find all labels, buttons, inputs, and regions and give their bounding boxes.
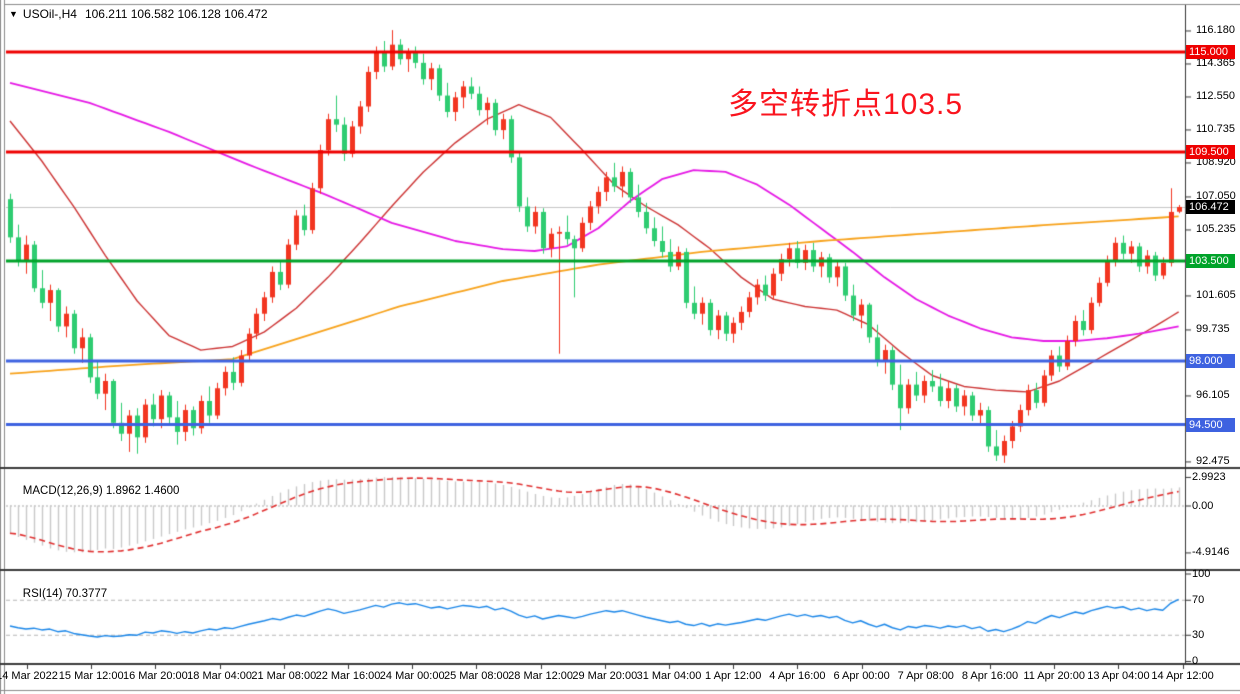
date-label: 31 Mar 04:00 — [636, 670, 702, 682]
macd-values: 1.8962 1.4600 — [105, 485, 180, 497]
price-tick-label: 116.180 — [1196, 24, 1235, 37]
date-label: 16 Mar 20:00 — [122, 670, 188, 682]
chart-title-bar: ▼ USOil-,H4 106.211 106.582 106.128 106.… — [9, 7, 268, 21]
price-tick-label: 108.920 — [1196, 156, 1236, 169]
rsi-tick-label: 70 — [1192, 593, 1205, 606]
price-tick-label: 96.105 — [1196, 389, 1230, 402]
rsi-tick-label: 100 — [1192, 567, 1211, 580]
price-tick-label: 107.050 — [1196, 190, 1236, 203]
date-label: 28 Mar 12:00 — [508, 670, 574, 682]
rsi-value: 70.3777 — [65, 588, 108, 600]
date-label: 8 Apr 16:00 — [961, 670, 1019, 682]
date-label: 13 Apr 04:00 — [1087, 670, 1150, 682]
date-label: 6 Apr 00:00 — [833, 670, 890, 682]
price-tick-label: 99.735 — [1196, 323, 1230, 336]
date-label: 14 Apr 12:00 — [1151, 670, 1214, 682]
date-label: 14 Mar 2022 — [0, 670, 58, 682]
date-label: 24 Mar 00:00 — [379, 670, 445, 682]
price-tick-label: 101.605 — [1196, 289, 1236, 302]
price-badge: 109.500 — [1186, 144, 1235, 159]
macd-label: MACD(12,26,9) — [22, 485, 103, 497]
rsi-label: RSI(14) — [22, 588, 63, 600]
date-label: 11 Apr 20:00 — [1023, 670, 1085, 682]
macd-header: MACD(12,26,9) 1.8962 1.4600 — [10, 473, 180, 509]
rsi-tick-label: 30 — [1192, 628, 1205, 641]
macd-tick-label: 0.00 — [1192, 499, 1214, 512]
date-label: 7 Apr 08:00 — [897, 670, 954, 682]
price-badge: 98.000 — [1186, 353, 1235, 368]
date-label: 29 Mar 20:00 — [572, 670, 638, 682]
price-badge: 106.472 — [1186, 199, 1235, 214]
date-label: 18 Mar 04:00 — [187, 670, 253, 682]
rsi-header: RSI(14) 70.3777 — [10, 576, 107, 612]
price-tick-label: 105.235 — [1196, 223, 1236, 236]
price-tick-label: 114.365 — [1196, 57, 1235, 70]
price-tick-label: 110.735 — [1196, 123, 1235, 136]
date-label: 4 Apr 16:00 — [769, 670, 826, 682]
macd-tick-label: 2.9923 — [1192, 470, 1226, 483]
annotation-text[interactable]: 多空转折点103.5 — [728, 88, 964, 121]
macd-tick-label: -4.9146 — [1192, 546, 1230, 559]
date-label: 25 Mar 08:00 — [443, 670, 509, 682]
date-label: 1 Apr 12:00 — [705, 670, 762, 682]
price-tick-label: 92.475 — [1196, 455, 1230, 468]
rsi-tick-label: 0 — [1192, 655, 1199, 667]
price-badge: 94.500 — [1186, 417, 1235, 432]
date-label: 15 Mar 12:00 — [58, 670, 124, 682]
date-label: 22 Mar 16:00 — [315, 670, 381, 682]
date-label: 21 Mar 08:00 — [251, 670, 317, 682]
collapse-triangle-icon[interactable]: ▼ — [9, 9, 18, 19]
price-badge: 103.500 — [1186, 254, 1235, 268]
price-badge: 115.000 — [1186, 44, 1235, 59]
ohlc-values-label: 106.211 106.582 106.128 106.472 — [84, 7, 268, 21]
symbol-timeframe-label: USOil-,H4 — [22, 7, 77, 21]
price-tick-label: 112.550 — [1196, 90, 1235, 103]
